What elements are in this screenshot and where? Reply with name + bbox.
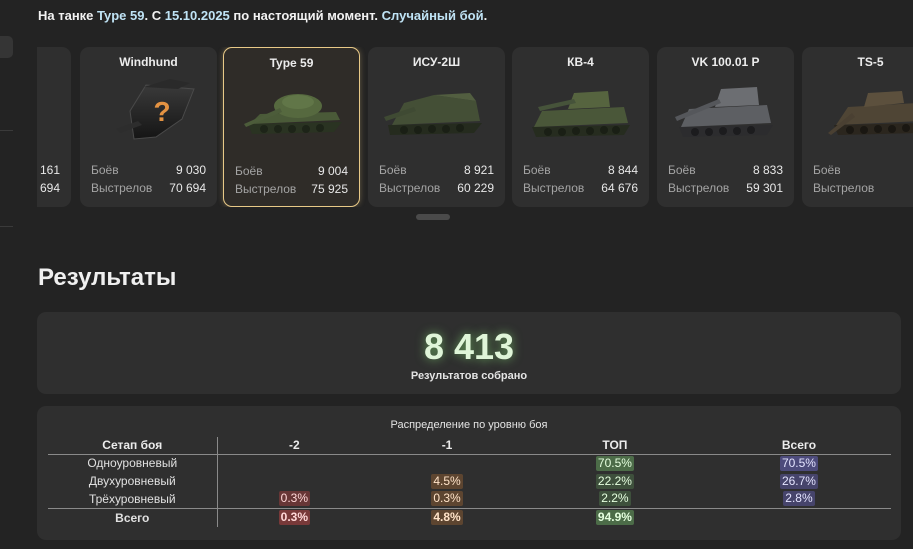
tank-icon — [244, 94, 342, 134]
table-cell: 70.5% — [595, 455, 634, 471]
results-count: 8 413 — [423, 326, 515, 367]
tank-card-isu-2sh[interactable]: ИСУ-2Ш Боёв 8 921 Выстрелов 60 229 — [368, 47, 505, 207]
table-cell: 22.2% — [595, 473, 634, 489]
header-tank-name: Type 59 — [97, 8, 145, 23]
sidebar-divider — [0, 226, 13, 227]
stat-value: 694 — [39, 181, 60, 195]
tank-card-vk-100-01-p[interactable]: VK 100.01 P Боёв 8 833 Выстрелов 59 301 — [657, 47, 794, 207]
tank-icon — [675, 87, 773, 137]
table-cell — [371, 454, 523, 472]
tank-icon — [828, 91, 913, 135]
header-battle-mode: Случайный бой — [381, 8, 484, 23]
column-header: -2 — [217, 437, 372, 455]
row-label: Трёхуровневый — [48, 490, 218, 508]
stat-value: 8 844 — [607, 163, 638, 177]
table-cell — [706, 507, 891, 527]
table-row: Одноуровневый 70.5% 70.5% — [48, 454, 891, 472]
results-title: Результаты — [38, 264, 177, 291]
tank-card-type-59[interactable]: Type 59 Боёв 9 004 Выстрелов 75 925 — [223, 47, 360, 207]
battle-tier-distribution-panel: Распределение по уровню боя Сетап боя -2… — [37, 406, 901, 540]
column-header: -1 — [371, 437, 523, 455]
stat-value: 59 301 — [746, 181, 783, 195]
stat-battles: Боёв 8 833 — [668, 163, 783, 177]
row-label: Двухуровневый — [48, 472, 218, 490]
table-cell: 94.9% — [522, 507, 707, 527]
table-cell — [217, 454, 371, 472]
sidebar-edge-button[interactable] — [0, 36, 13, 58]
tank-carousel[interactable]: 161 694 Windhund ? Боёв 9 030 Выстрелов 70… — [37, 47, 913, 207]
stat-value: 64 676 — [601, 181, 638, 195]
table-row: Двухуровневый 4.5% 22.2% 26.7% — [48, 472, 891, 490]
stat-value: 8 921 — [463, 163, 494, 177]
stat-value: 75 925 — [311, 182, 348, 196]
tank-card[interactable]: 161 694 — [37, 47, 71, 207]
stat-value: 9 030 — [175, 163, 206, 177]
header-summary: На танке Type 59. С 15.10.2025 по настоя… — [38, 8, 487, 23]
results-count-panel: 8 413 Результатов собрано — [37, 312, 901, 394]
header-text: . С — [144, 8, 165, 23]
stat-battles: Боёв 9 004 — [235, 164, 348, 178]
tank-name: VK 100.01 P — [691, 55, 760, 69]
row-label: Одноуровневый — [48, 454, 218, 472]
tank-icon — [532, 91, 630, 137]
stat-battles: Боёв 8 844 — [523, 163, 638, 177]
stat-value: 9 004 — [317, 164, 348, 178]
table-cell: 70.5% — [779, 455, 818, 471]
table-cell — [217, 472, 371, 490]
tank-card-kv-4[interactable]: КВ-4 Боёв 8 844 Выстрелов 64 676 — [512, 47, 649, 207]
header-text: На танке — [38, 8, 98, 23]
column-header: ТОП — [522, 437, 707, 455]
stat-value: 161 — [39, 163, 60, 177]
stat-shots: Выстрелов 70 694 — [91, 181, 206, 195]
column-header: Сетап боя — [48, 437, 218, 455]
tank-name: TS-5 — [857, 55, 884, 69]
column-header: Всего — [706, 437, 891, 455]
header-text: . — [483, 8, 488, 23]
results-count-label: Результатов собрано — [410, 370, 528, 382]
sidebar-divider — [0, 130, 13, 131]
row-label: Всего — [48, 507, 218, 527]
table-cell: 26.7% — [779, 473, 818, 489]
stat-battles: Боёв 9 030 — [91, 163, 206, 177]
header-date: 15.10.2025 — [164, 8, 230, 23]
stat-value: 60 229 — [457, 181, 494, 195]
table-cell: 4.5% — [431, 473, 463, 489]
table-cell: 0.3% — [278, 491, 310, 507]
stat-shots: 694 — [37, 181, 60, 195]
carousel-scroll-indicator[interactable] — [416, 214, 450, 220]
stat-value: 70 694 — [169, 181, 206, 195]
tank-name: Windhund — [119, 55, 178, 69]
distribution-title: Распределение по уровню боя — [390, 419, 548, 431]
stat-shots: Выстрелов 60 229 — [379, 181, 494, 195]
distribution-table: Сетап боя -2 -1 ТОП Всего Одноуровневый … — [48, 437, 891, 527]
tank-name: Type 59 — [269, 56, 314, 70]
stat-shots: Выстрелов 59 301 — [668, 181, 783, 195]
svg-text:?: ? — [153, 96, 170, 127]
table-cell: 4.8% — [371, 507, 523, 527]
table-cell: 2.2% — [599, 491, 631, 507]
table-cell: 2.8% — [783, 491, 815, 507]
tank-name: ИСУ-2Ш — [412, 55, 461, 69]
tank-card-windhund[interactable]: Windhund ? Боёв 9 030 Выстрелов 70 694 — [80, 47, 217, 207]
header-text: по настоящий момент. — [229, 8, 382, 23]
table-row: Трёхуровневый 0.3% 0.3% 2.2% 2.8% — [48, 490, 891, 508]
stat-value: 8 833 — [752, 163, 783, 177]
table-header-row: Сетап боя -2 -1 ТОП Всего — [48, 437, 891, 455]
table-total-row: Всего 0.3% 4.8% 94.9% — [48, 507, 891, 527]
stat-shots: Выстрелов 75 925 — [235, 182, 348, 196]
stat-battles: 161 — [37, 163, 60, 177]
tank-icon — [384, 93, 482, 135]
stat-battles: Боёв 8 921 — [379, 163, 494, 177]
table-cell: 0.3% — [217, 507, 372, 527]
question-mark-tank-icon: ? — [116, 79, 195, 140]
stat-shots: Выстрелов65 — [813, 181, 875, 195]
tank-name: КВ-4 — [567, 55, 594, 69]
table-cell: 0.3% — [431, 491, 463, 507]
stat-shots: Выстрелов 64 676 — [523, 181, 638, 195]
